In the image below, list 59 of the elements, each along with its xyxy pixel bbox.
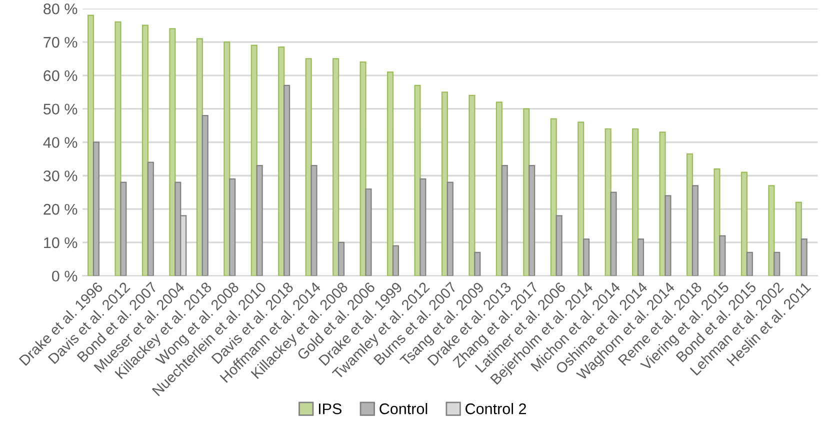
bar <box>305 58 312 276</box>
bar <box>147 162 154 276</box>
bar <box>256 165 263 276</box>
bar <box>719 235 726 276</box>
legend-label: IPS <box>318 403 342 414</box>
bar <box>632 128 639 276</box>
y-tick-label: 0 % <box>52 270 78 282</box>
y-tick-label: 60 % <box>44 70 78 82</box>
bar <box>87 14 94 276</box>
bar <box>392 245 399 276</box>
bar <box>360 62 366 276</box>
bar <box>637 238 644 276</box>
bar <box>284 84 290 276</box>
bar <box>441 92 448 276</box>
bar <box>224 41 230 276</box>
bar <box>420 178 426 276</box>
bar <box>338 242 345 276</box>
bar <box>386 72 394 276</box>
bar <box>714 168 720 276</box>
y-tick-label: 40 % <box>43 137 78 148</box>
bar <box>468 94 476 276</box>
bar <box>550 118 557 276</box>
bar <box>746 252 753 276</box>
bar <box>583 238 590 276</box>
bar <box>664 195 672 276</box>
y-tick-label: 30 % <box>44 170 78 182</box>
bar <box>229 178 236 276</box>
legend-label: Control <box>380 403 428 414</box>
legend-label: Control 2 <box>466 403 526 414</box>
bar <box>556 215 562 276</box>
bar <box>578 122 584 276</box>
bar <box>610 192 617 276</box>
bar <box>142 24 148 276</box>
bar <box>250 44 258 276</box>
y-tick-label: 80 % <box>44 3 78 14</box>
bar <box>692 185 698 276</box>
bar <box>114 21 122 276</box>
bar <box>365 188 372 276</box>
y-tick-label: 70 % <box>44 36 78 48</box>
y-tick-label: 20 % <box>44 204 78 215</box>
bar <box>202 114 208 276</box>
bar <box>604 128 612 276</box>
bar <box>528 165 536 276</box>
bar <box>446 182 454 276</box>
bar <box>474 252 481 276</box>
bar <box>332 58 340 276</box>
bar <box>774 252 780 276</box>
bar <box>795 202 802 276</box>
y-tick-label: 10 % <box>44 237 78 248</box>
bar <box>768 185 775 276</box>
bar <box>169 28 176 276</box>
bar <box>501 165 508 276</box>
bar <box>310 165 318 276</box>
bar <box>740 172 748 276</box>
bar <box>120 182 127 276</box>
bar <box>414 84 421 276</box>
bar <box>92 142 100 276</box>
y-tick-label: 50 % <box>44 104 78 115</box>
bar <box>800 238 808 276</box>
